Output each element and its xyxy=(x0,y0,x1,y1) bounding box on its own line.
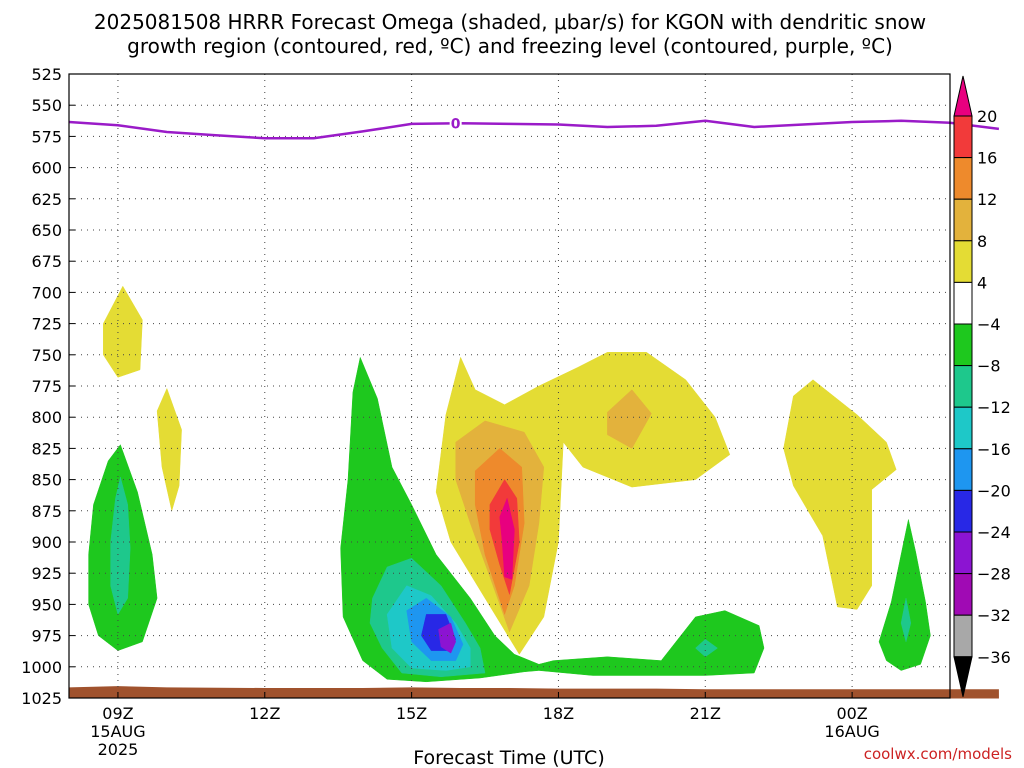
terrain-layer xyxy=(69,686,999,699)
y-tick-label-700: 700 xyxy=(31,283,62,302)
x-tick-label-00Z: 00Z xyxy=(836,704,867,723)
colorbar-bin-10 xyxy=(953,489,973,533)
colorbar-bottom-arrow xyxy=(953,656,973,697)
omega-region-8 xyxy=(783,379,897,610)
omega-region-10 xyxy=(110,476,131,615)
colorbar-label-11: −28 xyxy=(977,565,1011,584)
plot-grid xyxy=(69,74,950,698)
y-tick-label-725: 725 xyxy=(31,315,62,334)
colorbar-label-5: −4 xyxy=(977,315,1001,334)
colorbar-bin-9 xyxy=(953,448,973,491)
colorbar-label-9: −20 xyxy=(977,481,1011,500)
x-tick-label-15Z: 15Z xyxy=(396,704,427,723)
colorbar-label-12: −32 xyxy=(977,606,1011,625)
x-tick-label-12Z: 12Z xyxy=(249,704,280,723)
colorbar-bin-8 xyxy=(953,406,973,450)
y-tick-label-875: 875 xyxy=(31,502,62,521)
colorbar-bin-3 xyxy=(953,198,973,242)
omega-region-0 xyxy=(103,285,143,378)
colorbar-bin-1 xyxy=(953,115,973,159)
colorbar-label-1: 16 xyxy=(977,149,997,168)
y-tick-label-775: 775 xyxy=(31,377,62,396)
y-tick-label-900: 900 xyxy=(31,533,62,552)
y-tick-label-600: 600 xyxy=(31,159,62,178)
y-tick-label-950: 950 xyxy=(31,595,62,614)
colorbar-bin-13 xyxy=(953,614,973,658)
y-tick-label-575: 575 xyxy=(31,127,62,146)
omega-region-18 xyxy=(878,519,931,671)
colorbar-bin-12 xyxy=(953,573,973,616)
colorbar-label-10: −24 xyxy=(977,523,1011,542)
chart-title-line-1: 2025081508 HRRR Forecast Omega (shaded, … xyxy=(94,10,926,34)
omega-region-1 xyxy=(156,388,182,512)
colorbar-label-8: −16 xyxy=(977,440,1011,459)
colorbar-bin-11 xyxy=(953,531,973,575)
freezing-level-layer: 0 xyxy=(68,114,1000,140)
y-tick-label-750: 750 xyxy=(31,346,62,365)
y-tick-label-925: 925 xyxy=(31,564,62,583)
colorbar-bin-6 xyxy=(953,323,973,367)
chart-title-line-2: growth region (contoured, red, ºC) and f… xyxy=(127,34,893,58)
colorbar-label-3: 8 xyxy=(977,232,987,251)
y-tick-label-550: 550 xyxy=(31,96,62,115)
freezing-level-line xyxy=(68,119,1000,140)
omega-region-19 xyxy=(900,597,912,643)
pressure-axis: 525 550 575 600 625 650 675 700 725 750 775 800 825 8… xyxy=(21,65,75,708)
freezing-level-label: 0 xyxy=(451,116,461,132)
x-tick-label-18Z: 18Z xyxy=(543,704,574,723)
y-tick-label-675: 675 xyxy=(31,252,62,271)
omega-shaded-regions xyxy=(88,285,931,683)
colorbar-label-13: −36 xyxy=(977,648,1011,667)
colorbar-bin-5 xyxy=(953,281,973,325)
x-tick-label-09Z: 09Z xyxy=(102,704,133,723)
x-axis-label: Forecast Time (UTC) xyxy=(413,747,604,768)
colorbar-top-arrow xyxy=(953,75,973,117)
y-tick-label-800: 800 xyxy=(31,408,62,427)
y-tick-label-650: 650 xyxy=(31,221,62,240)
x-tick-label-16AUG: 16AUG xyxy=(824,722,879,741)
y-tick-label-525: 525 xyxy=(31,65,62,84)
colorbar-label-0: 20 xyxy=(977,107,997,126)
omega-region-4 xyxy=(607,389,652,449)
y-tick-label-1000: 1000 xyxy=(21,658,62,677)
omega-region-7 xyxy=(499,498,515,580)
y-tick-label-825: 825 xyxy=(31,439,62,458)
colorbar-label-6: −8 xyxy=(977,357,1001,376)
terrain-band xyxy=(69,686,999,699)
colorbar-label-4: 4 xyxy=(977,273,987,292)
y-tick-label-975: 975 xyxy=(31,627,62,646)
y-tick-label-625: 625 xyxy=(31,190,62,209)
x-tick-label-2025: 2025 xyxy=(98,740,139,759)
x-tick-label-21Z: 21Z xyxy=(690,704,721,723)
y-tick-label-1025: 1025 xyxy=(21,689,62,708)
y-tick-label-850: 850 xyxy=(31,471,62,490)
colorbar-bin-7 xyxy=(953,365,973,408)
omega-colorbar: 20 16 12 8 4 −4 −8 −12 −16 −20 −24 −28 −32 −36 xyxy=(953,75,1011,697)
colorbar-label-7: −12 xyxy=(977,398,1011,417)
omega-region-17 xyxy=(438,622,456,654)
freezing-label-bg xyxy=(449,114,462,133)
omega-region-13 xyxy=(695,639,718,658)
source-credit: coolwx.com/models xyxy=(864,745,1012,763)
colorbar-bin-4 xyxy=(953,240,973,283)
colorbar-label-2: 12 xyxy=(977,190,997,209)
colorbar-bin-2 xyxy=(953,157,973,200)
x-tick-label-15AUG: 15AUG xyxy=(90,722,145,741)
